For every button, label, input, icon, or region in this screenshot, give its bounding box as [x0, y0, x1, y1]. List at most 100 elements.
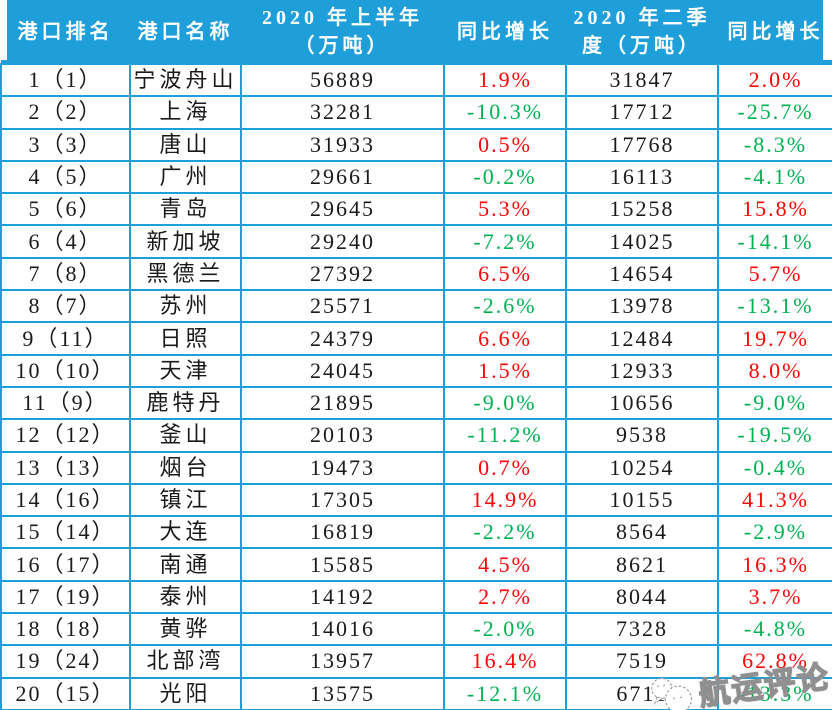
cell-first-half-volume: 29661 — [240, 159, 445, 195]
cell-port-name: 泰州 — [129, 579, 242, 615]
cell-first-half-volume: 24379 — [240, 321, 445, 356]
cell-first-half-volume: 24045 — [240, 353, 445, 388]
cell-q2-volume: 10254 — [565, 450, 719, 485]
header-port-rank: 港口排名 — [1, 0, 130, 64]
cell-first-half-volume: 29240 — [240, 224, 445, 259]
cell-q2-growth: -4.1% — [717, 159, 832, 195]
cell-first-half-growth: 4.5% — [443, 547, 567, 582]
cell-port-name: 苏州 — [129, 289, 242, 324]
cell-first-half-volume: 25571 — [240, 289, 445, 324]
cell-first-half-volume: 32281 — [240, 95, 445, 130]
cell-port-name: 烟台 — [129, 450, 242, 485]
cell-first-half-growth: -2.0% — [443, 612, 567, 647]
cell-q2-volume: 31847 — [565, 62, 719, 98]
cell-port-name: 鹿特丹 — [129, 385, 242, 421]
cell-first-half-growth: 16.4% — [443, 644, 567, 679]
cell-first-half-growth: -2.2% — [443, 515, 567, 550]
header-right-notch — [823, 0, 832, 60]
cell-first-half-volume: 13575 — [240, 676, 445, 710]
cell-rank: 6（4） — [0, 224, 131, 259]
cell-q2-volume: 8621 — [565, 547, 719, 582]
cell-rank: 10（10） — [0, 353, 131, 388]
cell-q2-growth: -13.1% — [717, 289, 832, 324]
header-q2-growth: 同比增长 — [718, 0, 832, 64]
cell-first-half-growth: -7.2% — [443, 224, 567, 259]
cell-q2-volume: 8564 — [565, 515, 719, 550]
cell-first-half-volume: 31933 — [240, 127, 445, 162]
cell-rank: 11（9） — [0, 385, 131, 421]
table-row: 4（5） 广州 29661 -0.2% 16113 -4.1% — [0, 159, 832, 195]
cell-port-name: 青岛 — [129, 192, 242, 227]
cell-q2-growth: 8.0% — [717, 353, 832, 388]
cell-first-half-growth: -0.2% — [443, 159, 567, 195]
cell-q2-growth: 2.0% — [717, 62, 832, 98]
table-row: 9（11） 日照 24379 6.6% 12484 19.7% — [0, 321, 832, 356]
cell-q2-growth: 15.8% — [717, 192, 832, 227]
cell-q2-growth: 3.7% — [717, 579, 832, 615]
cell-q2-growth: -9.0% — [717, 385, 832, 421]
cell-first-half-volume: 19473 — [240, 450, 445, 485]
cell-q2-growth: 41.3% — [717, 482, 832, 518]
cell-first-half-growth: 1.5% — [443, 353, 567, 388]
cell-q2-growth: 16.3% — [717, 547, 832, 582]
cell-rank: 20（15） — [0, 676, 131, 710]
cell-q2-growth: -2.9% — [717, 515, 832, 550]
cell-first-half-growth: -10.3% — [443, 95, 567, 130]
cell-first-half-volume: 14016 — [240, 612, 445, 647]
cell-first-half-volume: 13957 — [240, 644, 445, 679]
cell-port-name: 新加坡 — [129, 224, 242, 259]
cell-q2-volume: 17712 — [565, 95, 719, 130]
cell-rank: 3（3） — [0, 127, 131, 162]
cell-first-half-growth: 2.7% — [443, 579, 567, 615]
cell-first-half-volume: 14192 — [240, 579, 445, 615]
cell-first-half-volume: 15585 — [240, 547, 445, 582]
cell-q2-growth: 62.8% — [717, 644, 832, 679]
cell-rank: 9（11） — [0, 321, 131, 356]
header-q2-volume: 2020 年二季 度（万吨） — [566, 0, 718, 64]
cell-port-name: 天津 — [129, 353, 242, 388]
cell-first-half-growth: 6.6% — [443, 321, 567, 356]
cell-first-half-volume: 20103 — [240, 418, 445, 453]
cell-rank: 7（8） — [0, 256, 131, 292]
cell-port-name: 日照 — [129, 321, 242, 356]
cell-q2-growth: -14.1% — [717, 224, 832, 259]
cell-first-half-growth: 14.9% — [443, 482, 567, 518]
cell-q2-growth: -19.5% — [717, 418, 832, 453]
cell-q2-volume: 9538 — [565, 418, 719, 453]
cell-rank: 8（7） — [0, 289, 131, 324]
cell-first-half-growth: 0.5% — [443, 127, 567, 162]
table-row: 15（14） 大连 16819 -2.2% 8564 -2.9% — [0, 515, 832, 550]
table-row: 6（4） 新加坡 29240 -7.2% 14025 -14.1% — [0, 224, 832, 259]
cell-port-name: 唐山 — [129, 127, 242, 162]
cell-q2-volume: 12933 — [565, 353, 719, 388]
cell-port-name: 广州 — [129, 159, 242, 195]
table-row: 17（19） 泰州 14192 2.7% 8044 3.7% — [0, 579, 832, 615]
cell-rank: 15（14） — [0, 515, 131, 550]
cell-first-half-growth: 5.3% — [443, 192, 567, 227]
cell-q2-volume: 16113 — [565, 159, 719, 195]
table-row: 7（8） 黑德兰 27392 6.5% 14654 5.7% — [0, 256, 832, 292]
cell-rank: 12（12） — [0, 418, 131, 453]
cell-first-half-growth: -11.2% — [443, 418, 567, 453]
table-row: 20（15） 光阳 13575 -12.1% 6711 -13.3% — [0, 676, 832, 710]
table-row: 3（3） 唐山 31933 0.5% 17768 -8.3% — [0, 127, 832, 162]
cell-port-name: 镇江 — [129, 482, 242, 518]
cell-port-name: 光阳 — [129, 676, 242, 710]
table-row: 12（12） 釜山 20103 -11.2% 9538 -19.5% — [0, 418, 832, 453]
cell-q2-growth: -0.4% — [717, 450, 832, 485]
cell-rank: 19（24） — [0, 644, 131, 679]
cell-port-name: 宁波舟山 — [129, 62, 242, 98]
header-first-half-growth: 同比增长 — [444, 0, 566, 64]
cell-port-name: 大连 — [129, 515, 242, 550]
header-row: 港口排名 港口名称 2020 年上半年 （万吨） 同比增长 2020 年二季 度… — [1, 0, 832, 64]
cell-q2-growth: -13.3% — [717, 676, 832, 710]
cell-rank: 5（6） — [0, 192, 131, 227]
table-row: 1（1） 宁波舟山 56889 1.9% 31847 2.0% — [0, 62, 832, 98]
cell-first-half-growth: -2.6% — [443, 289, 567, 324]
cell-q2-volume: 10656 — [565, 385, 719, 421]
cell-q2-volume: 13978 — [565, 289, 719, 324]
table-row: 8（7） 苏州 25571 -2.6% 13978 -13.1% — [0, 289, 832, 324]
cell-q2-volume: 15258 — [565, 192, 719, 227]
